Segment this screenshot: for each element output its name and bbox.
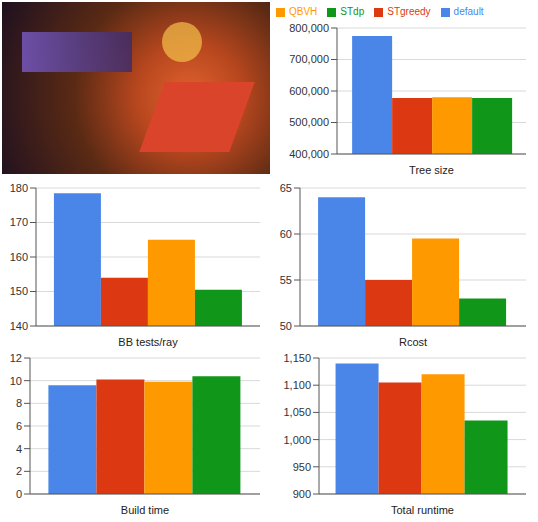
svg-text:1,100: 1,100 xyxy=(283,379,311,391)
svg-text:1,150: 1,150 xyxy=(283,352,311,364)
svg-text:500,000: 500,000 xyxy=(289,116,329,128)
svg-text:2: 2 xyxy=(16,465,22,477)
svg-text:400,000: 400,000 xyxy=(289,148,329,160)
svg-text:65: 65 xyxy=(280,182,292,194)
svg-text:1,000: 1,000 xyxy=(283,434,311,446)
svg-text:950: 950 xyxy=(293,461,311,473)
svg-text:50: 50 xyxy=(280,320,292,332)
svg-text:60: 60 xyxy=(280,228,292,240)
svg-text:0: 0 xyxy=(16,488,22,500)
svg-text:Rcost: Rcost xyxy=(399,336,427,348)
svg-text:150: 150 xyxy=(10,285,28,297)
html-text:STgreedy: STgreedy xyxy=(387,6,431,17)
svg-text:55: 55 xyxy=(280,274,292,286)
svg-text:Tree size: Tree size xyxy=(409,164,454,176)
svg-text:10: 10 xyxy=(10,375,22,387)
svg-text:700,000: 700,000 xyxy=(289,53,329,65)
svg-text:180: 180 xyxy=(10,182,28,194)
svg-text:600,000: 600,000 xyxy=(289,85,329,97)
svg-text:Build time: Build time xyxy=(121,504,169,516)
svg-text:160: 160 xyxy=(10,251,28,263)
svg-text:12: 12 xyxy=(10,352,22,364)
svg-text:170: 170 xyxy=(10,216,28,228)
svg-text:900: 900 xyxy=(293,488,311,500)
svg-text:8: 8 xyxy=(16,397,22,409)
svg-text:800,000: 800,000 xyxy=(289,22,329,34)
svg-text:BB tests/ray: BB tests/ray xyxy=(118,336,178,348)
svg-text:4: 4 xyxy=(16,443,22,455)
svg-text:6: 6 xyxy=(16,420,22,432)
svg-text:1,050: 1,050 xyxy=(283,406,311,418)
svg-text:Total runtime: Total runtime xyxy=(391,504,454,516)
html-text:STdp: STdp xyxy=(340,6,365,17)
html-text:QBVH: QBVH xyxy=(289,6,318,17)
svg-text:140: 140 xyxy=(10,320,28,332)
html-text:default: default xyxy=(453,6,484,17)
